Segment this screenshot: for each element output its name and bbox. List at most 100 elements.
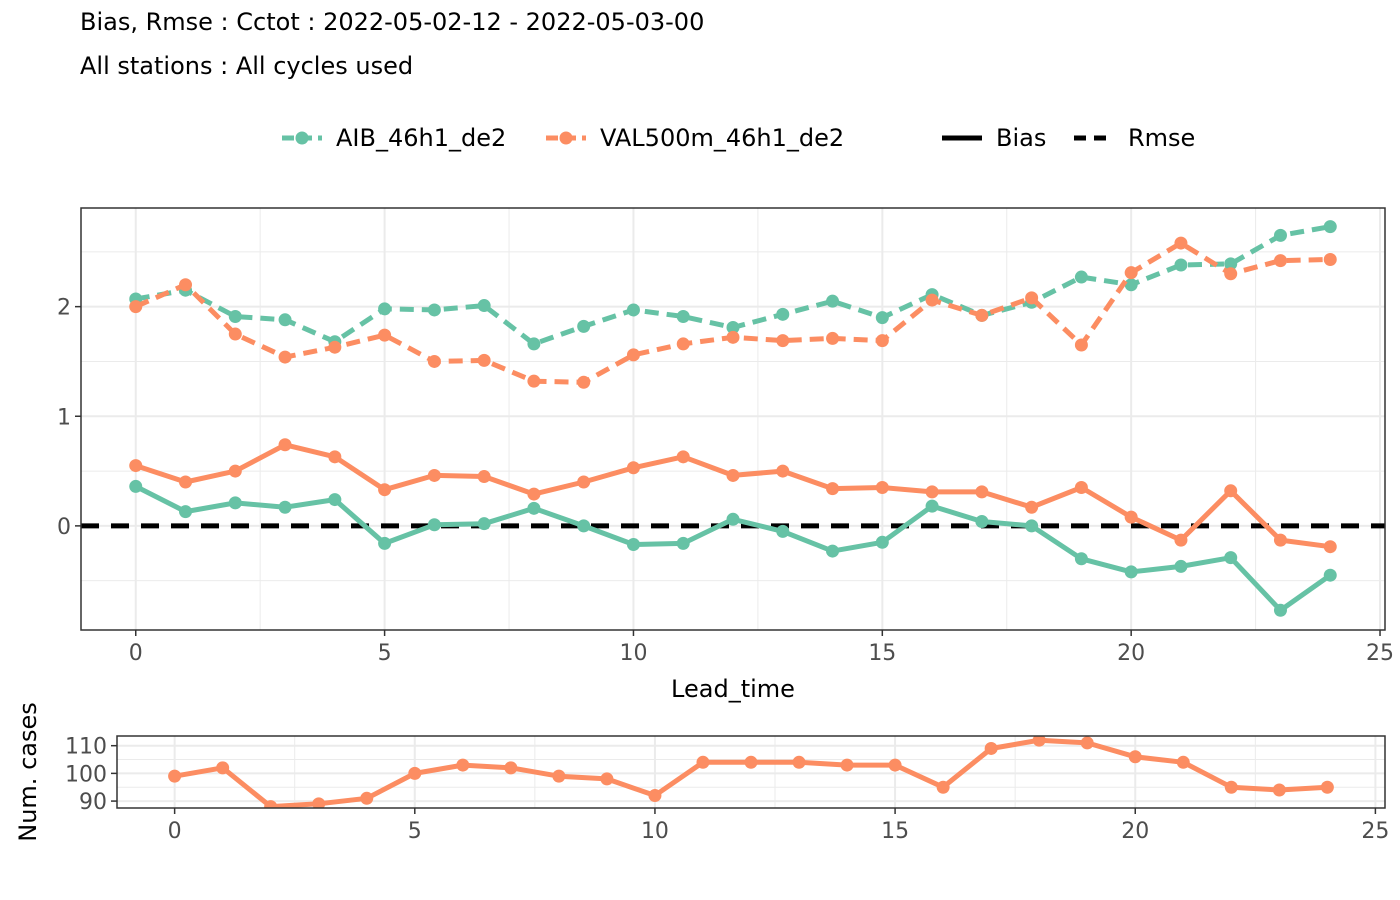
cases-y-axis-title: Num. cases [14, 702, 42, 841]
legend-label-val: VAL500m_46h1_de2 [600, 124, 845, 152]
main-point-val500m-46h1-de2-bias [1074, 481, 1088, 495]
main-point-val500m-46h1-de2-rmse [626, 348, 640, 362]
main-point-aib-46h1-de2-rmse [427, 303, 441, 317]
main-point-aib-46h1-de2-bias [427, 518, 441, 532]
main-point-val500m-46h1-de2-bias [626, 461, 640, 475]
legend-label-aib: AIB_46h1_de2 [336, 124, 507, 152]
main-point-aib-46h1-de2-rmse [477, 299, 491, 313]
main-point-val500m-46h1-de2-rmse [179, 278, 193, 292]
main-point-aib-46h1-de2-bias [975, 514, 989, 528]
legend-item-val: VAL500m_46h1_de2 [542, 118, 844, 158]
main-point-aib-46h1-de2-bias [826, 544, 840, 558]
cases-point-val500m-46h1-de2 [264, 800, 278, 808]
cases-point-val500m-46h1-de2 [648, 789, 662, 803]
main-x-tick-label: 10 [619, 641, 647, 666]
main-point-val500m-46h1-de2-bias [925, 485, 939, 499]
legend-key-bias [942, 135, 982, 141]
main-point-val500m-46h1-de2-bias [228, 464, 242, 478]
cases-point-val500m-46h1-de2 [168, 769, 182, 783]
cases-point-val500m-46h1-de2 [1224, 780, 1238, 794]
main-point-val500m-46h1-de2-bias [427, 468, 441, 482]
main-point-val500m-46h1-de2-rmse [577, 375, 591, 389]
main-point-val500m-46h1-de2-rmse [378, 328, 392, 342]
main-x-tick-label: 20 [1117, 641, 1145, 666]
cases-point-val500m-46h1-de2 [744, 755, 758, 769]
cases-y-tick-label: 90 [79, 790, 107, 815]
legend-key-aib [282, 131, 322, 145]
main-point-val500m-46h1-de2-bias [278, 438, 292, 452]
cases-point-val500m-46h1-de2 [1176, 755, 1190, 769]
main-point-val500m-46h1-de2-bias [776, 464, 790, 478]
main-point-aib-46h1-de2-bias [1074, 552, 1088, 566]
main-point-val500m-46h1-de2-rmse [427, 354, 441, 368]
cases-x-tick-label: 10 [641, 819, 669, 844]
main-y-tick-label: 1 [57, 405, 71, 430]
cases-point-val500m-46h1-de2 [1272, 783, 1286, 797]
main-point-val500m-46h1-de2-bias [975, 485, 989, 499]
main-point-val500m-46h1-de2-bias [826, 482, 840, 496]
main-point-aib-46h1-de2-bias [527, 501, 541, 515]
main-point-aib-46h1-de2-bias [1323, 568, 1337, 582]
main-point-val500m-46h1-de2-rmse [975, 308, 989, 322]
main-point-aib-46h1-de2-bias [1224, 551, 1238, 565]
cases-point-val500m-46h1-de2 [696, 755, 710, 769]
cases-panel-border [116, 735, 1386, 809]
main-point-aib-46h1-de2-rmse [1174, 258, 1188, 272]
main-point-val500m-46h1-de2-bias [1124, 510, 1138, 524]
main-point-aib-46h1-de2-rmse [1124, 278, 1138, 292]
main-point-aib-46h1-de2-bias [328, 493, 342, 507]
legend-item-rmse: Rmse [1070, 118, 1195, 158]
cases-point-val500m-46h1-de2 [216, 761, 230, 775]
main-point-aib-46h1-de2-bias [477, 517, 491, 531]
main-point-val500m-46h1-de2-bias [378, 483, 392, 497]
cases-series-group [168, 736, 1334, 808]
main-point-val500m-46h1-de2-rmse [1323, 253, 1337, 267]
main-point-aib-46h1-de2-rmse [826, 294, 840, 308]
main-point-val500m-46h1-de2-bias [179, 475, 193, 489]
main-point-val500m-46h1-de2-rmse [875, 334, 889, 348]
main-point-aib-46h1-de2-bias [1273, 603, 1287, 617]
cases-y-tick-label: 110 [65, 735, 107, 760]
cases-x-tick-label: 0 [168, 819, 182, 844]
cases-point-val500m-46h1-de2 [408, 766, 422, 780]
main-x-tick-label: 15 [868, 641, 896, 666]
main-point-aib-46h1-de2-rmse [1224, 257, 1238, 271]
cases-point-val500m-46h1-de2 [552, 769, 566, 783]
main-point-val500m-46h1-de2-rmse [1025, 291, 1039, 305]
legend-item-aib: AIB_46h1_de2 [278, 118, 506, 158]
main-point-aib-46h1-de2-rmse [527, 337, 541, 351]
main-point-aib-46h1-de2-rmse [776, 307, 790, 321]
main-point-val500m-46h1-de2-bias [1273, 533, 1287, 547]
main-point-val500m-46h1-de2-bias [875, 481, 889, 495]
main-point-val500m-46h1-de2-rmse [676, 337, 690, 351]
cases-point-val500m-46h1-de2 [888, 758, 902, 772]
main-point-val500m-46h1-de2-rmse [228, 327, 242, 341]
cases-point-val500m-46h1-de2 [936, 780, 950, 794]
cases-point-val500m-46h1-de2 [1032, 736, 1046, 747]
cases-x-tick-label: 25 [1361, 819, 1389, 844]
main-x-axis-title: Lead_time [671, 675, 795, 703]
chart-subtitle: All stations : All cycles used [80, 52, 414, 80]
main-point-aib-46h1-de2-bias [179, 505, 193, 519]
main-point-aib-46h1-de2-rmse [1323, 220, 1337, 234]
main-point-val500m-46h1-de2-rmse [1273, 254, 1287, 268]
main-point-val500m-46h1-de2-bias [328, 450, 342, 464]
main-point-aib-46h1-de2-rmse [875, 311, 889, 325]
main-point-val500m-46h1-de2-rmse [1224, 267, 1238, 281]
cases-y-tick-label: 100 [65, 762, 107, 787]
legend-key-val [546, 131, 586, 145]
legend-item-bias: Bias [938, 118, 1046, 158]
main-point-val500m-46h1-de2-rmse [477, 353, 491, 367]
main-point-val500m-46h1-de2-rmse [925, 293, 939, 307]
cases-point-val500m-46h1-de2 [504, 761, 518, 775]
main-point-val500m-46h1-de2-rmse [278, 350, 292, 364]
main-point-aib-46h1-de2-bias [228, 496, 242, 510]
legend-label-bias: Bias [996, 124, 1047, 152]
main-point-val500m-46h1-de2-bias [527, 487, 541, 501]
main-point-aib-46h1-de2-bias [378, 536, 392, 550]
main-point-aib-46h1-de2-bias [676, 536, 690, 550]
main-point-val500m-46h1-de2-bias [676, 450, 690, 464]
main-point-val500m-46h1-de2-bias [129, 459, 143, 473]
main-point-val500m-46h1-de2-rmse [726, 330, 740, 344]
main-point-aib-46h1-de2-bias [1174, 559, 1188, 573]
